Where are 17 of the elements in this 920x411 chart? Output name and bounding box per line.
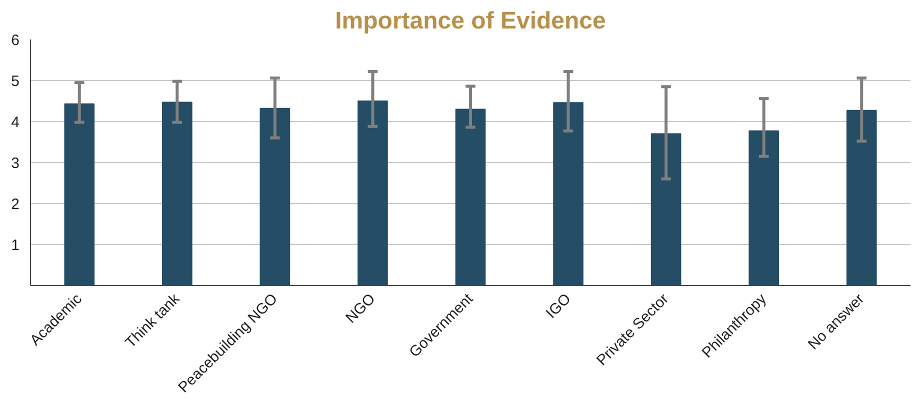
y-tick-label: 2	[11, 196, 20, 213]
bar	[64, 103, 95, 286]
bar	[455, 108, 486, 286]
bar	[748, 130, 779, 286]
bar	[162, 102, 192, 286]
y-tick-label: 4	[11, 114, 20, 131]
bar	[650, 133, 682, 286]
bar	[553, 102, 584, 286]
bar	[358, 100, 388, 286]
y-tick-label: 1	[11, 237, 20, 254]
y-tick-label: 6	[11, 32, 20, 49]
chart-title: Importance of Evidence	[335, 8, 606, 34]
y-tick-label: 3	[11, 155, 20, 172]
bar	[846, 110, 877, 286]
bar	[260, 108, 290, 286]
x-tick-label: IGO	[542, 290, 574, 322]
y-tick-label: 5	[11, 73, 20, 90]
